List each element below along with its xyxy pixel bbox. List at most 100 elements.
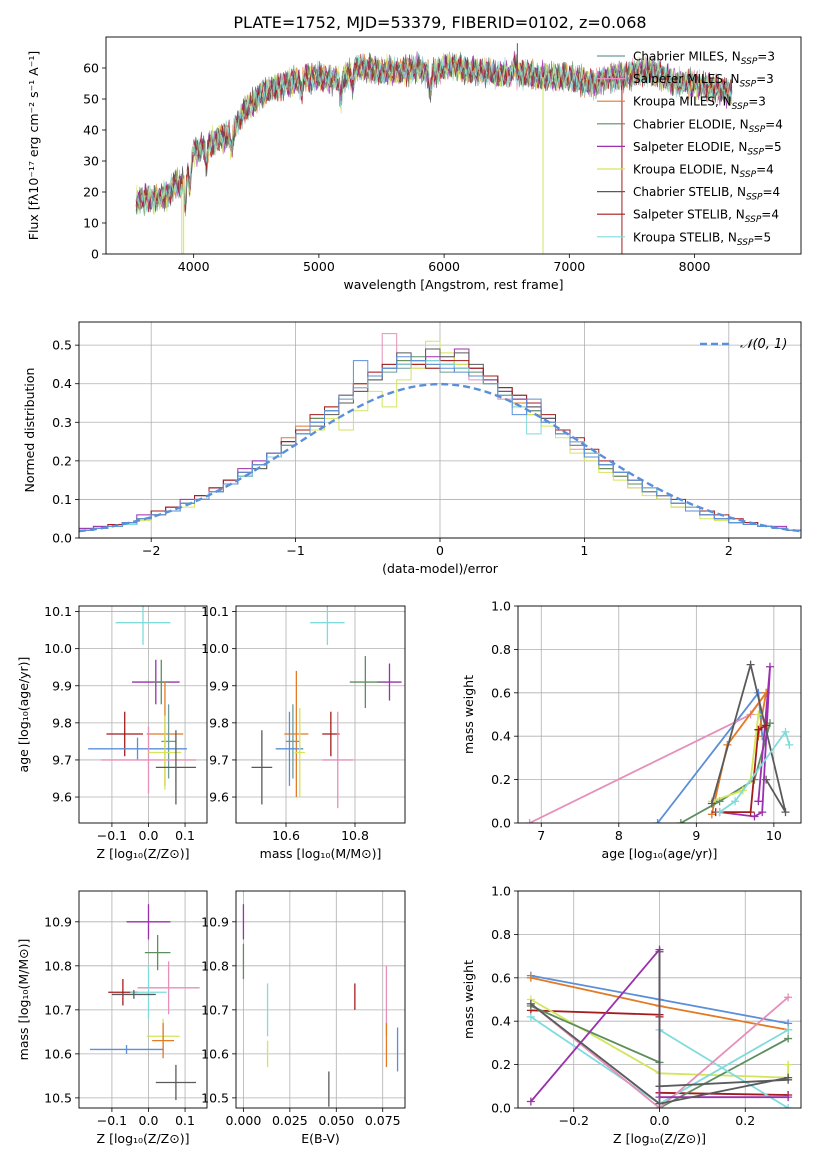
errorbar-point [152,1023,175,1059]
errorbar-points [89,904,200,1101]
y-axis-label: Normed distribution [22,368,37,493]
spectrum-lines [135,43,733,254]
mass-weight-lines [525,660,794,823]
legend-label-prefix: Kroupa ELODIE, N [633,163,740,177]
y-tick-label: 0.4 [491,1014,511,1029]
x-axis-label: E(B-V) [301,1131,340,1146]
errorbar-point [286,704,300,779]
errorbar-point [153,659,169,705]
mass-weight-marker [707,799,716,808]
x-tick-label: 0 [436,543,444,558]
x-tick-label: 0.1 [175,1113,195,1128]
legend-label-suffix: =5 [753,230,771,244]
spectrum-series-line [135,52,733,215]
y-tick-label: 9.7 [52,752,72,767]
y-tick-label: 0.5 [52,338,72,353]
axes-frame [78,605,208,824]
y-tick-label: 0.2 [52,453,72,468]
mass-weight-marker [784,1075,793,1084]
x-axis-label: age [log₁₀(age/yr)] [602,846,718,861]
x-tick-label: −0.1 [97,1113,127,1128]
mass-weight-line [710,664,787,813]
x-tick-label: 0.075 [365,1113,401,1128]
mass-weight-marker [715,808,724,817]
legend-label-prefix: Salpeter STELIB, N [633,208,745,222]
y-tick-label: 10.8 [44,958,72,973]
axes-frame [78,890,208,1109]
y-tick-label: 9.8 [209,715,229,730]
x-tick-label: 6000 [428,259,460,274]
legend-label: Chabrier STELIB, NSSP=4 [633,185,780,203]
x-tick-label: −0.2 [559,1113,589,1128]
y-tick-label: 0 [91,247,99,262]
errorbar-point [88,737,187,760]
mass-weight-line [659,1029,789,1108]
legend-label-suffix: =4 [761,208,779,222]
legend-label-suffix: =4 [756,163,774,177]
y-tick-label: 9.6 [52,790,72,805]
mass-weight-series [526,999,793,1108]
y-tick-label: 0.4 [491,729,511,744]
x-tick-label: 4000 [178,259,210,274]
errorbar-point [310,606,345,645]
mass-weight-marker [758,808,767,817]
legend-label-prefix: Chabrier MILES, N [633,50,741,64]
x-tick-label: 2 [725,543,733,558]
y-tick-label: 0.0 [491,816,511,831]
histogram-series-step [79,356,801,538]
mass-weight-series [525,688,771,823]
x-tick-label: −1 [286,543,304,558]
y-tick-label: 10.1 [44,604,72,619]
legend-label-suffix: =3 [757,50,775,64]
legend-label: Salpeter ELODIE, NSSP=5 [633,140,782,158]
y-tick-label: 0.1 [52,492,72,507]
x-tick-label: 8 [615,828,623,843]
errorbar-point [130,965,167,1019]
y-tick-label: 9.9 [52,678,72,693]
mass-weight-lines [526,945,793,1108]
mass-weight-marker [526,1097,535,1106]
legend-label-suffix: =4 [765,117,783,131]
errorbar-point [377,663,402,701]
mass-vs-metallicity-panel: −0.1 0.0 0.1 10.5 10.6 10.7 10.8 10.9 Z [log₁₀(Z… [16,890,208,1146]
mass-weight-marker [784,1034,793,1043]
mass-weight-marker [655,1082,664,1091]
x-axis-label: Z [log₁₀(Z/Z⊙)] [97,1131,190,1146]
x-tick-label: 7 [537,828,545,843]
y-tick-label: 30 [83,154,99,169]
errorbar-point [155,1064,197,1101]
y-tick-label: 0.0 [491,1101,511,1116]
errorbar-point [100,726,197,794]
x-tick-label: 9 [692,828,700,843]
y-tick-label: 10.9 [44,914,72,929]
spectrum-panel: 4000 5000 6000 7000 8000 0 10 20 30 40 50 60 wavelen… [26,36,802,292]
errorbar-point [115,606,171,645]
x-tick-label: 0.050 [318,1113,354,1128]
mass-weight-marker [762,721,771,730]
errorbar-point [161,704,176,779]
x-axis-label: Z [log₁₀(Z/Z⊙)] [613,1131,706,1146]
legend-label-suffix: =3 [756,72,774,86]
age-vs-metallicity-panel: −0.1 0.0 0.1 9.6 9.7 9.8 9.9 10.0 10.1 Z [log₁₀(Z… [16,604,208,861]
x-tick-label: 0.000 [226,1113,262,1128]
legend-label-subscript: SSP [732,102,749,112]
y-axis-label: age [log₁₀(age/yr)] [16,657,31,773]
y-tick-label: 60 [83,61,99,76]
x-tick-label: 0.1 [175,828,195,843]
mass-weight-marker [784,1104,793,1108]
axes-frame [235,890,406,1109]
mass-weight-vs-age-panel: 7 8 9 10 0.0 0.2 0.4 0.6 0.8 1.0 age [log₁₀(age/yr… [461,599,802,861]
legend-label-prefix: Kroupa STELIB, N [633,230,737,244]
errorbar-point [111,990,156,999]
legend-label-subscript: SSP [740,80,757,90]
x-tick-label: 7000 [553,259,585,274]
errorbar-points [251,606,402,809]
y-tick-label: 0.2 [491,772,511,787]
y-tick-label: 9.8 [52,715,72,730]
mass-weight-marker [784,1025,793,1034]
y-tick-label: 0.8 [491,927,511,942]
mass-weight-marker [754,710,763,719]
y-tick-label: 10.0 [201,641,229,656]
y-tick-label: 9.7 [209,752,229,767]
